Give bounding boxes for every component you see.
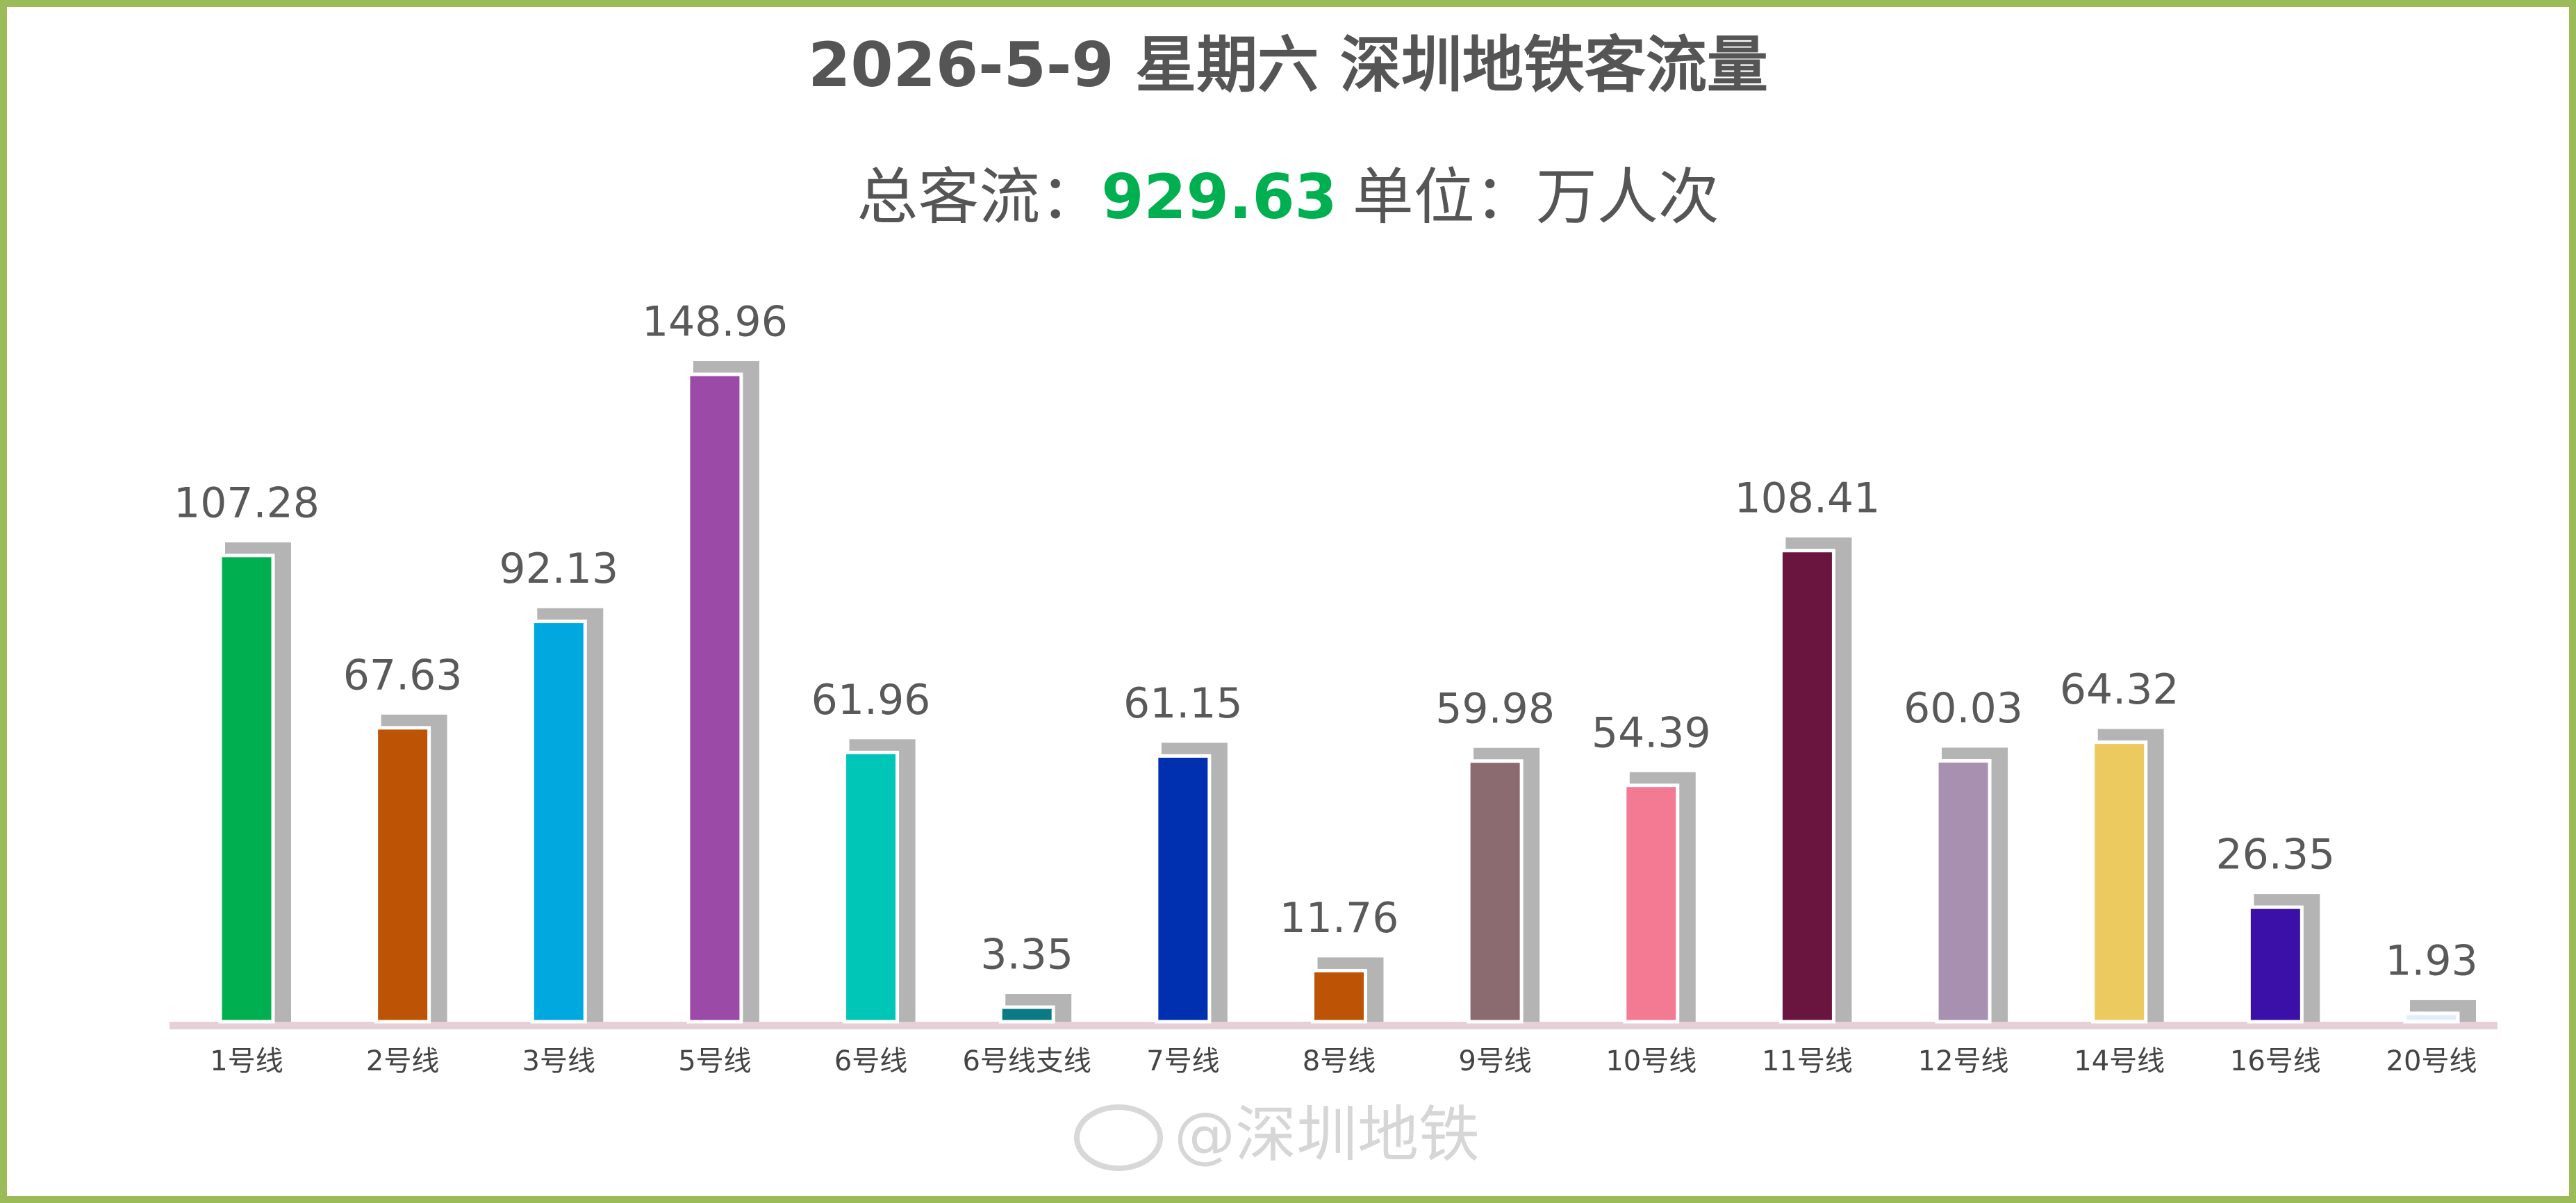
value-label: 107.28 [174,479,320,527]
subtitle-unit: 单位：万人次 [1353,161,1719,233]
bar [686,372,743,1024]
x-tick-label: 1号线 [210,1045,283,1077]
x-tick-label: 3号线 [522,1045,595,1077]
value-label: 61.96 [811,676,931,724]
watermark-logo [1074,1104,1163,1171]
bar [374,726,431,1024]
value-label: 108.41 [1734,474,1880,522]
bar [2091,740,2148,1024]
bar [843,750,900,1024]
chart-subtitle: 总客流：929.63 单位：万人次 [857,161,1719,233]
value-label: 26.35 [2215,831,2335,879]
value-label: 1.93 [2385,937,2478,986]
bar [218,554,275,1024]
bar [998,1005,1055,1024]
value-label: 148.96 [642,298,788,347]
bar [530,620,587,1024]
bar [1935,758,1992,1024]
value-label: 59.98 [1435,684,1555,733]
x-tick-label: 7号线 [1146,1045,1219,1077]
x-tick-label: 20号线 [2386,1045,2477,1077]
bar [2247,905,2304,1024]
value-label: 64.32 [2060,665,2179,714]
x-tick-label: 9号线 [1458,1045,1531,1077]
bar [1778,549,1835,1024]
value-label: 67.63 [343,651,463,699]
bar [1311,968,1367,1024]
x-tick-label: 11号线 [1762,1045,1853,1077]
x-tick-label: 16号线 [2230,1045,2321,1077]
subtitle-label: 总客流： [857,161,1101,233]
x-tick-label: 8号线 [1303,1045,1376,1077]
x-tick-label: 5号线 [678,1045,751,1077]
watermark: @深圳地铁 [1174,1099,1480,1170]
x-tick-label: 10号线 [1605,1045,1696,1077]
x-tick-label: 6号线支线 [962,1045,1091,1077]
x-tick-label: 6号线 [834,1045,907,1077]
subtitle-total: 929.63 [1101,161,1337,233]
x-axis-line [170,1022,2497,1029]
x-tick-label: 14号线 [2074,1045,2165,1077]
value-label: 54.39 [1592,708,1711,757]
bar [2403,1011,2460,1024]
value-label: 3.35 [980,931,1073,979]
value-label: 92.13 [499,545,618,593]
value-label: 61.15 [1123,679,1243,728]
bar [1623,783,1680,1024]
x-tick-label: 12号线 [1918,1045,2009,1077]
bar [1467,759,1524,1024]
bar [1155,754,1212,1024]
value-label: 11.76 [1280,894,1399,943]
chart-title: 2026-5-9 星期六 深圳地铁客流量 [808,29,1768,101]
x-tick-label: 2号线 [366,1045,439,1077]
value-label: 60.03 [1904,684,2023,733]
